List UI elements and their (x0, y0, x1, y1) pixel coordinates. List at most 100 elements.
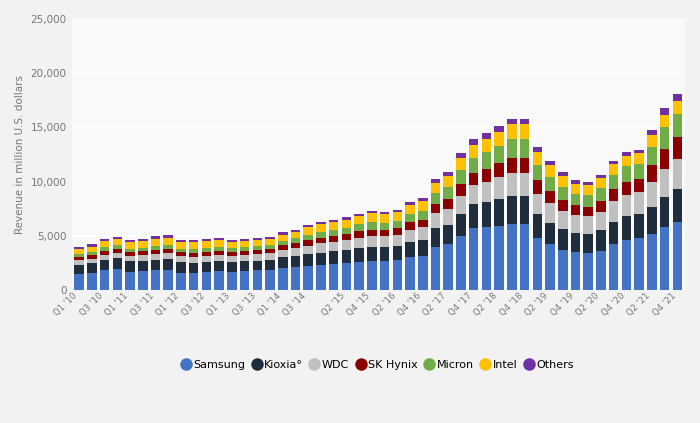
Legend: Samsung, Kioxia°, WDC, SK Hynix, Micron, Intel, Others: Samsung, Kioxia°, WDC, SK Hynix, Micron,… (178, 355, 578, 375)
Bar (150, 246, 160, 250)
Bar (673, 222, 682, 290)
Bar (430, 247, 440, 290)
Bar (164, 249, 173, 253)
Bar (380, 261, 389, 290)
Bar (622, 156, 631, 166)
Bar (100, 260, 109, 270)
Bar (570, 184, 580, 193)
Bar (316, 253, 326, 265)
Bar (584, 185, 593, 195)
Bar (100, 241, 109, 247)
Bar (609, 244, 619, 290)
Bar (176, 273, 186, 290)
Bar (189, 273, 199, 290)
Bar (253, 270, 262, 290)
Bar (290, 230, 300, 232)
Bar (150, 250, 160, 254)
Bar (74, 274, 84, 290)
Bar (584, 195, 593, 206)
Bar (647, 181, 657, 206)
Bar (176, 242, 186, 249)
Bar (622, 152, 631, 156)
Bar (660, 149, 669, 169)
Bar (570, 206, 580, 215)
Bar (304, 227, 313, 235)
Bar (342, 250, 351, 263)
Bar (469, 139, 479, 145)
Bar (189, 242, 199, 249)
Bar (418, 220, 428, 227)
Bar (584, 216, 593, 233)
Bar (176, 240, 186, 242)
Bar (113, 249, 122, 253)
Bar (354, 216, 364, 224)
Bar (507, 173, 517, 196)
Bar (100, 247, 109, 251)
Bar (138, 239, 148, 241)
Bar (125, 261, 135, 272)
Bar (164, 235, 173, 237)
Bar (469, 228, 479, 290)
Bar (405, 242, 415, 258)
Bar (469, 145, 479, 158)
Bar (304, 266, 313, 290)
Bar (125, 249, 135, 252)
Bar (164, 244, 173, 249)
Bar (138, 261, 148, 271)
Bar (316, 222, 326, 224)
Bar (545, 177, 555, 191)
Bar (278, 268, 288, 290)
Bar (444, 176, 453, 187)
Bar (482, 181, 491, 202)
Bar (214, 271, 224, 290)
Bar (393, 228, 402, 235)
Bar (240, 271, 249, 290)
Bar (558, 187, 568, 200)
Bar (533, 181, 542, 193)
Bar (74, 247, 84, 249)
Bar (469, 185, 479, 204)
Bar (570, 181, 580, 184)
Bar (290, 232, 300, 239)
Bar (253, 240, 262, 246)
Bar (329, 242, 339, 252)
Bar (469, 158, 479, 173)
Bar (150, 260, 160, 270)
Bar (240, 255, 249, 261)
Bar (253, 261, 262, 270)
Bar (329, 222, 339, 230)
Bar (164, 259, 173, 270)
Bar (444, 244, 453, 290)
Bar (609, 175, 619, 189)
Bar (278, 241, 288, 245)
Bar (570, 252, 580, 290)
Bar (494, 199, 504, 226)
Bar (113, 239, 122, 245)
Bar (673, 114, 682, 137)
Bar (520, 124, 529, 139)
Bar (520, 196, 529, 224)
Bar (240, 239, 249, 242)
Bar (304, 254, 313, 266)
Bar (456, 158, 466, 170)
Bar (380, 236, 389, 247)
Bar (74, 264, 84, 274)
Bar (456, 214, 466, 236)
Bar (367, 236, 377, 247)
Bar (596, 188, 606, 201)
Bar (87, 244, 97, 247)
Bar (545, 161, 555, 165)
Bar (482, 139, 491, 152)
Bar (125, 240, 135, 242)
Bar (533, 214, 542, 238)
Bar (342, 240, 351, 250)
Bar (494, 126, 504, 132)
Bar (430, 179, 440, 183)
Bar (430, 213, 440, 228)
Bar (520, 158, 529, 173)
Bar (189, 240, 199, 242)
Bar (418, 211, 428, 220)
Bar (558, 200, 568, 211)
Bar (469, 204, 479, 228)
Bar (202, 242, 211, 248)
